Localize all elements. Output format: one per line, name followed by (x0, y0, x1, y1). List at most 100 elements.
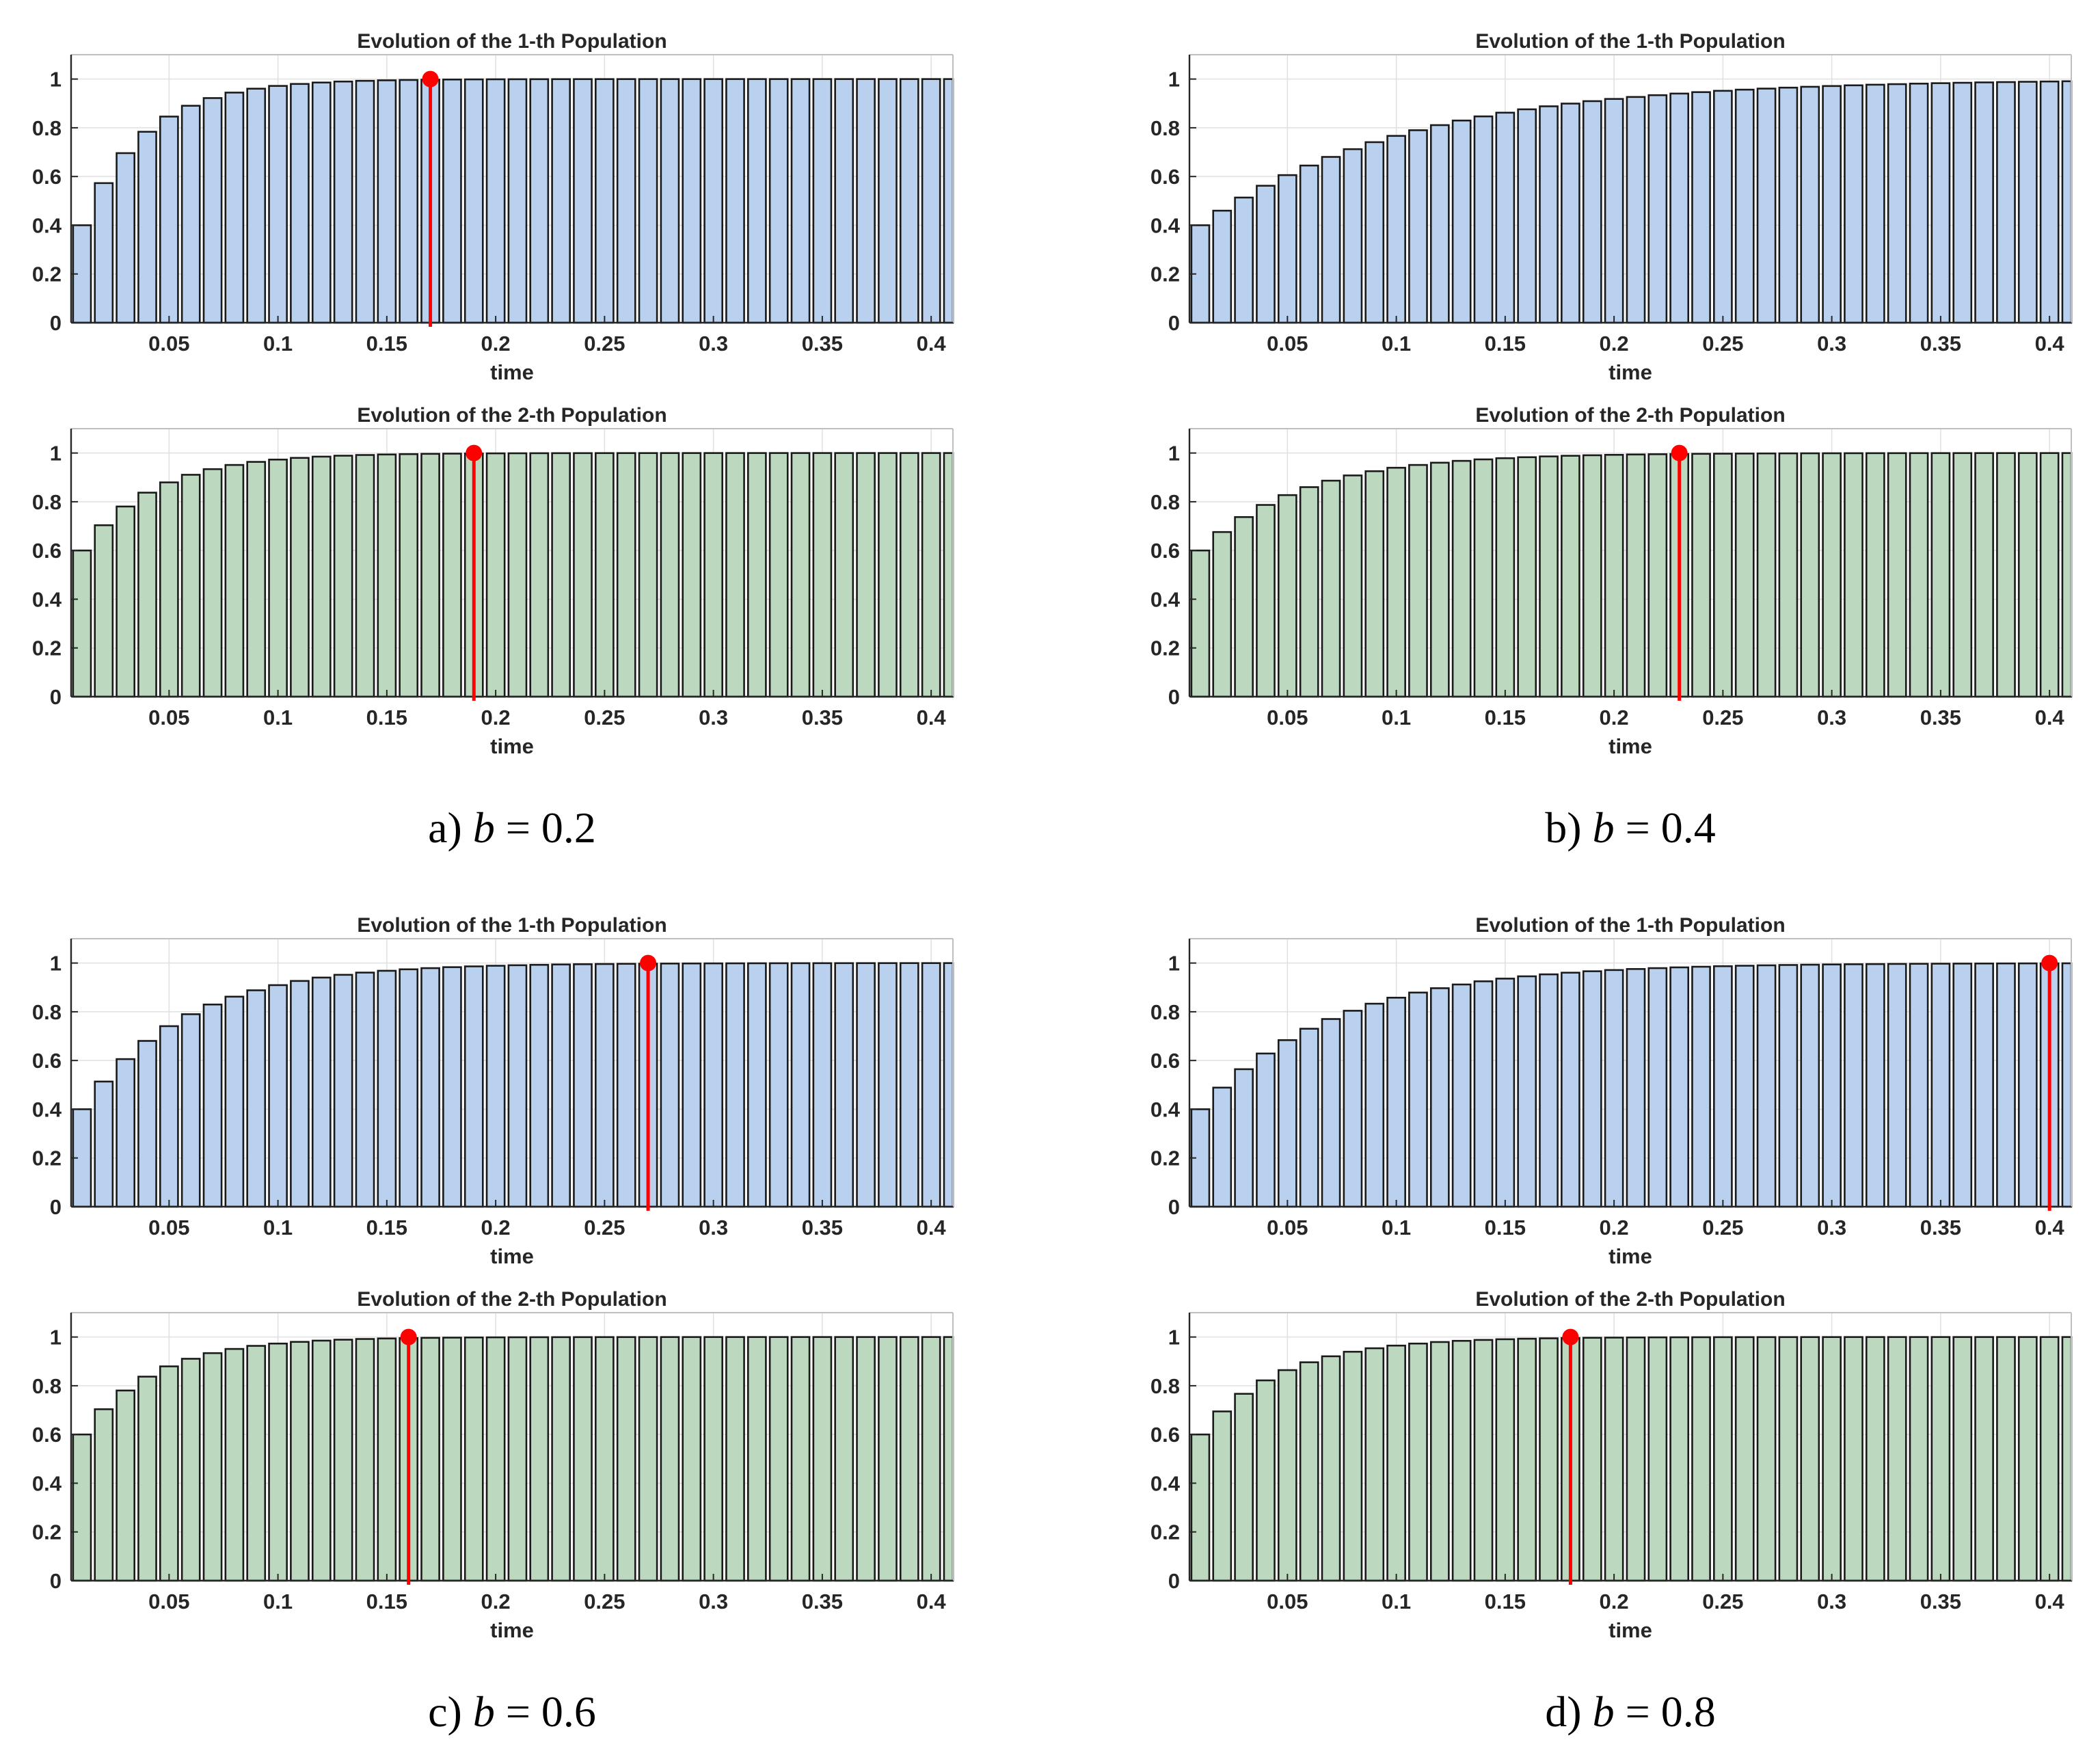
bar-t-0.24 (573, 963, 593, 1208)
bar-t-0.09 (246, 1345, 267, 1582)
bar-t-0.35 (1930, 452, 1951, 698)
x-tick-label-5: 0.3 (1817, 1216, 1846, 1240)
caption-c-prefix: c) (428, 1687, 462, 1736)
chart-title: Evolution of the 1-th Population (1475, 914, 1785, 937)
bar-t-0.12 (1429, 987, 1450, 1208)
bar-t-0.07 (202, 97, 223, 324)
bar-t-0.08 (224, 1348, 245, 1582)
x-tick-label-0: 0.05 (148, 332, 189, 356)
bar-t-0.11 (1408, 129, 1428, 324)
x-tick-label-7: 0.4 (2035, 1216, 2065, 1240)
bar-t-0.1 (1386, 996, 1406, 1208)
bar-t-0.05 (159, 1025, 179, 1208)
bar-t-0.03 (116, 505, 135, 698)
bar-t-0.03 (1234, 515, 1254, 698)
bar-t-0.21 (1626, 453, 1646, 698)
chart-panel-b-population-1: 0.05 0.1 0.15 0.2 0.25 0.3 0.35 0.4 0 0.2 0.4 0.6 0.… (1150, 30, 2073, 384)
bar-t-0.22 (1647, 967, 1668, 1208)
bar-t-0.34 (790, 78, 811, 324)
y-tick-label-1: 0.2 (1150, 636, 1180, 660)
bar-t-0.12 (311, 976, 332, 1208)
bar-t-0.24 (573, 1336, 593, 1582)
x-axis-label: time (1608, 734, 1652, 758)
x-tick-label-4: 0.25 (584, 706, 625, 729)
y-tick-label-4: 0.8 (32, 116, 62, 140)
caption-d-variable: b (1593, 1687, 1615, 1736)
caption-b-value: 0.4 (1661, 803, 1716, 852)
x-tick-label-6: 0.35 (1920, 1216, 1961, 1240)
bar-t-0.12 (311, 1339, 332, 1582)
bar-t-0.31 (725, 452, 745, 698)
bar-t-0.04 (137, 492, 157, 698)
bar-t-0.37 (856, 962, 876, 1208)
bar-t-0.27 (638, 78, 658, 324)
bar-t-0.07 (1321, 1355, 1341, 1582)
x-tick-label-7: 0.4 (917, 706, 947, 729)
x-tick-label-0: 0.05 (1267, 1216, 1308, 1240)
caption-c-value: 0.6 (541, 1687, 596, 1736)
bar-t-0.24 (1691, 453, 1711, 698)
bar-t-0.27 (1756, 1336, 1777, 1582)
bar-t-0.16 (1517, 975, 1537, 1208)
chart-title: Evolution of the 1-th Population (357, 30, 667, 53)
caption-a-prefix: a) (428, 803, 462, 852)
chart-panel-d-population-1: 0.05 0.1 0.15 0.2 0.25 0.3 0.35 0.4 0 0.2 0.4 0.6 0.… (1150, 914, 2073, 1268)
bar-t-0.12 (1429, 461, 1450, 698)
bar-t-0.36 (834, 962, 854, 1208)
x-tick-label-3: 0.2 (481, 706, 511, 729)
bar-t-0.1 (268, 1342, 288, 1582)
caption-c-equals: = (506, 1687, 530, 1736)
panel-b: 0.05 0.1 0.15 0.2 0.25 0.3 0.35 0.4 0 0.2 0.4 0.6 0.… (1150, 30, 2073, 852)
bar-t-0.26 (1734, 1336, 1755, 1582)
bar-t-0.04 (1256, 504, 1276, 698)
bar-t-0.23 (551, 452, 571, 698)
y-tick-label-3: 0.6 (32, 165, 62, 189)
x-tick-label-7: 0.4 (917, 332, 947, 356)
bar-t-0.37 (856, 78, 876, 324)
bar-t-0.09 (246, 461, 267, 698)
bar-t-0.39 (2017, 452, 2038, 698)
bar-t-0.4 (2039, 1336, 2060, 1582)
bar-t-0.05 (159, 116, 179, 324)
bar-t-0.39 (2017, 1336, 2038, 1582)
panel-c: 0.05 0.1 0.15 0.2 0.25 0.3 0.35 0.4 0 0.2 0.4 0.6 0.… (32, 914, 954, 1736)
x-tick-label-5: 0.3 (699, 1590, 728, 1613)
x-tick-label-1: 0.1 (1382, 1216, 1411, 1240)
bar-t-0.39 (2017, 81, 2038, 324)
bar-t-0.13 (333, 1339, 353, 1582)
bar-t-0.25 (595, 78, 615, 324)
bar-t-0.18 (1561, 455, 1580, 698)
bar-t-0.34 (790, 1336, 811, 1582)
bar-t-0.2 (485, 965, 506, 1208)
bar-t-0.05 (159, 481, 179, 698)
bar-t-0.22 (529, 1336, 550, 1582)
x-tick-label-2: 0.15 (366, 332, 407, 356)
caption-d-value: 0.8 (1661, 1687, 1716, 1736)
bar-t-0.32 (1865, 452, 1885, 698)
bar-t-0.16 (399, 79, 419, 324)
y-tick-label-2: 0.4 (1150, 1471, 1181, 1495)
bar-t-0.3 (703, 452, 723, 698)
y-tick-label-0: 0 (50, 1569, 62, 1593)
bar-t-0.1 (268, 984, 288, 1208)
bar-t-0.02 (94, 1080, 114, 1208)
marker-dot (1562, 1328, 1579, 1345)
y-tick-label-3: 0.6 (32, 539, 62, 563)
bar-t-0.28 (660, 78, 680, 324)
bar-t-0.25 (1713, 965, 1733, 1208)
x-tick-label-3: 0.2 (481, 332, 511, 356)
bar-t-0.22 (529, 78, 550, 324)
x-axis-label: time (490, 1244, 534, 1268)
bar-t-0.08 (1343, 474, 1363, 698)
x-tick-label-7: 0.4 (2035, 332, 2065, 356)
bar-t-0.14 (1473, 980, 1494, 1208)
bar-t-0.3 (1822, 963, 1842, 1208)
y-tick-label-2: 0.4 (1150, 213, 1181, 237)
bar-t-0.38 (1996, 1336, 2016, 1582)
bar-t-0.36 (1952, 963, 1973, 1208)
bar-t-0.17 (1539, 1337, 1559, 1582)
marker-dot (466, 444, 483, 461)
bar-t-0.37 (1974, 963, 1994, 1208)
bar-t-0.03 (116, 1058, 135, 1208)
y-tick-label-4: 0.8 (32, 1000, 62, 1024)
